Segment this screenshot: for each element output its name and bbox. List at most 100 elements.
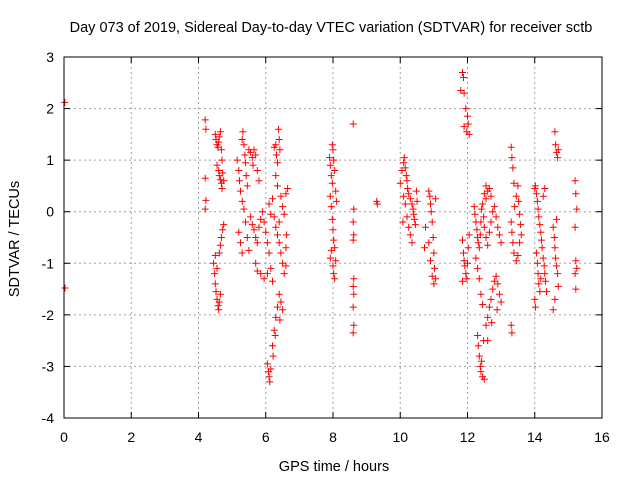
data-point bbox=[552, 141, 560, 149]
data-point bbox=[459, 236, 466, 244]
y-tick-label: -1 bbox=[42, 255, 55, 271]
data-point bbox=[490, 203, 498, 211]
data-point bbox=[507, 218, 515, 226]
data-point bbox=[240, 141, 248, 149]
data-point bbox=[269, 195, 276, 203]
data-point bbox=[201, 116, 209, 124]
x-tick-label: 6 bbox=[262, 429, 270, 445]
data-point bbox=[429, 234, 437, 241]
data-point bbox=[211, 280, 219, 288]
data-point bbox=[332, 257, 340, 265]
data-point bbox=[516, 210, 524, 218]
data-point bbox=[218, 156, 226, 164]
data-point bbox=[464, 120, 472, 128]
data-point bbox=[427, 200, 434, 208]
data-point bbox=[274, 303, 281, 311]
data-point bbox=[332, 197, 340, 205]
data-point bbox=[213, 264, 221, 272]
data-point bbox=[238, 249, 246, 257]
data-point bbox=[252, 151, 260, 159]
data-point bbox=[280, 270, 288, 278]
data-point bbox=[250, 146, 258, 154]
data-point bbox=[263, 360, 271, 368]
data-point bbox=[275, 290, 283, 298]
data-point bbox=[255, 177, 263, 185]
x-axis-label: GPS time / hours bbox=[279, 459, 389, 475]
data-point bbox=[427, 257, 434, 265]
data-point bbox=[277, 192, 285, 200]
data-point bbox=[260, 218, 268, 226]
data-point bbox=[430, 249, 438, 257]
data-point bbox=[476, 231, 484, 239]
data-point bbox=[543, 288, 550, 296]
data-point bbox=[470, 203, 478, 211]
data-point bbox=[243, 234, 251, 241]
data-point bbox=[495, 290, 503, 298]
data-point bbox=[213, 161, 221, 169]
data-point bbox=[399, 218, 407, 226]
data-point bbox=[465, 231, 473, 239]
data-point bbox=[274, 231, 281, 239]
data-point bbox=[464, 244, 472, 252]
data-point bbox=[211, 130, 219, 138]
data-point bbox=[270, 213, 278, 221]
data-point bbox=[472, 254, 480, 262]
data-point bbox=[216, 290, 224, 298]
chart-title: Day 073 of 2019, Sidereal Day-to-day VTE… bbox=[70, 20, 593, 36]
data-point bbox=[460, 249, 467, 257]
data-point bbox=[216, 128, 224, 136]
data-point bbox=[237, 187, 244, 195]
data-point bbox=[266, 378, 274, 386]
data-point bbox=[489, 208, 497, 216]
data-point bbox=[331, 275, 339, 283]
data-point bbox=[551, 128, 559, 136]
data-point bbox=[250, 226, 258, 234]
data-point bbox=[492, 213, 500, 221]
data-point bbox=[554, 283, 562, 290]
data-point bbox=[350, 231, 358, 239]
data-point bbox=[512, 257, 520, 265]
data-point bbox=[240, 205, 248, 213]
data-point bbox=[538, 244, 546, 252]
data-point bbox=[512, 192, 520, 200]
data-point bbox=[237, 239, 244, 247]
x-tick-label: 8 bbox=[329, 429, 337, 445]
y-tick-label: -4 bbox=[42, 410, 55, 426]
data-point bbox=[476, 362, 484, 370]
data-point bbox=[539, 254, 547, 262]
data-point bbox=[329, 226, 337, 234]
data-point bbox=[271, 332, 279, 339]
data-point bbox=[474, 332, 482, 339]
data-point bbox=[484, 241, 492, 249]
data-point bbox=[280, 210, 288, 218]
data-point bbox=[554, 146, 562, 154]
data-point bbox=[541, 270, 549, 278]
x-tick-label: 2 bbox=[127, 429, 135, 445]
data-point bbox=[330, 156, 338, 164]
data-point bbox=[396, 179, 404, 187]
data-point bbox=[349, 303, 357, 311]
data-point bbox=[535, 280, 543, 288]
data-point bbox=[242, 218, 250, 226]
data-point bbox=[214, 302, 222, 310]
data-point bbox=[212, 288, 220, 296]
data-point bbox=[482, 234, 490, 241]
data-point bbox=[432, 195, 440, 203]
data-point bbox=[495, 231, 503, 239]
data-points bbox=[61, 69, 581, 386]
data-point bbox=[215, 167, 223, 174]
data-point bbox=[571, 177, 579, 185]
data-point bbox=[427, 208, 435, 216]
data-point bbox=[534, 205, 542, 213]
data-point bbox=[216, 241, 224, 249]
data-point bbox=[517, 231, 525, 239]
data-point bbox=[517, 221, 525, 229]
data-point bbox=[571, 223, 579, 231]
x-tick-label: 14 bbox=[527, 429, 543, 445]
data-point bbox=[235, 167, 243, 174]
data-point bbox=[274, 182, 281, 190]
data-point bbox=[215, 138, 223, 146]
data-point bbox=[537, 275, 545, 283]
data-point bbox=[406, 195, 414, 203]
data-point bbox=[217, 146, 225, 154]
